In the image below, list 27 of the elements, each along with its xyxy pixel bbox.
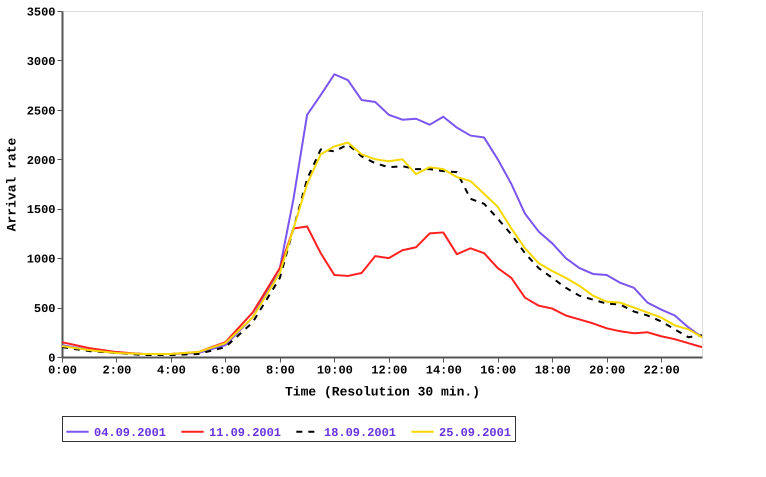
x-tick-label: 4:00 <box>157 364 186 378</box>
x-tick-label: 22:00 <box>644 364 680 378</box>
x-tick-label: 18:00 <box>534 364 571 378</box>
x-tick-label: 12:00 <box>371 364 408 378</box>
x-tick-label: 10:00 <box>316 364 353 378</box>
line-series <box>61 226 703 356</box>
x-tick-label: 16:00 <box>480 364 516 378</box>
y-tick-label: 1000 <box>26 252 56 267</box>
x-axis-title: Time (Resolution 30 min.) <box>284 384 480 400</box>
x-tick-label: 2:00 <box>102 364 132 378</box>
y-tick-label: 2000 <box>26 154 56 168</box>
y-tick-label: 500 <box>34 302 56 316</box>
x-tick-label: 6:00 <box>212 364 240 378</box>
y-tick-label: 0 <box>48 352 56 366</box>
y-tick-label: 3000 <box>26 54 56 69</box>
y-tick-label: 2500 <box>26 104 56 118</box>
y-tick-label: 3500 <box>26 6 56 20</box>
x-tick-label: 20:00 <box>589 364 626 378</box>
legend-label: 25.09.2001 <box>439 426 512 440</box>
legend-label: 11.09.2001 <box>209 426 282 440</box>
x-tick-label: 0:00 <box>48 364 77 378</box>
legend-label: 18.09.2001 <box>324 426 396 440</box>
y-axis-title: Arrival rate <box>4 138 20 232</box>
legend-label: 04.09.2001 <box>94 426 166 440</box>
x-tick-label: 8:00 <box>266 364 295 378</box>
x-tick-label: 14:00 <box>426 364 462 378</box>
y-tick-label: 1500 <box>26 203 56 218</box>
